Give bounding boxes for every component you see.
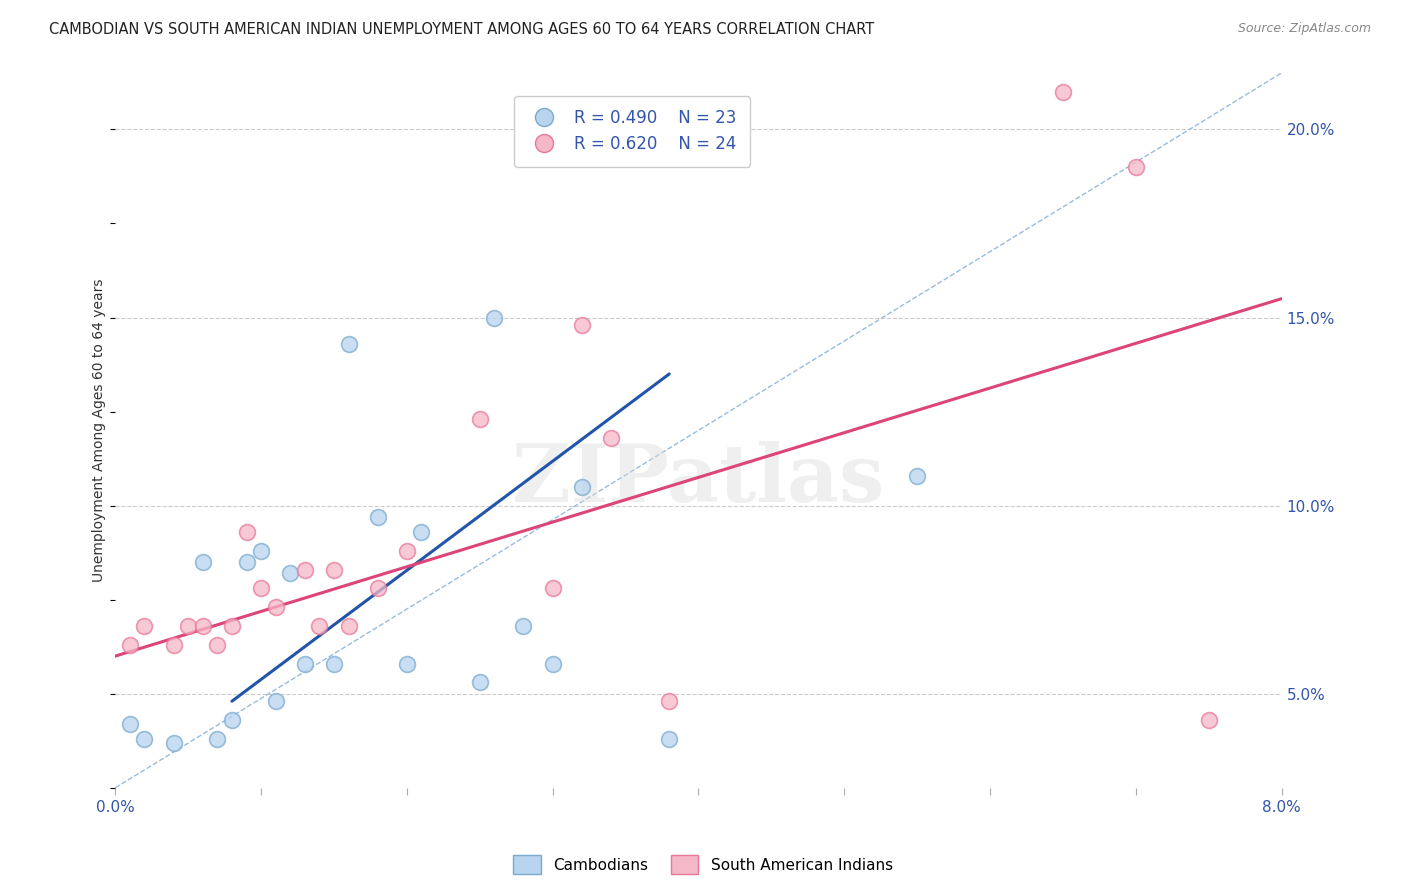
Point (658, 731, 681, 746)
Point (235, 524, 257, 539)
Point (134, 619, 156, 633)
Point (323, 657, 346, 671)
Point (221, 713, 243, 727)
Point (162, 638, 184, 652)
Point (134, 731, 156, 746)
Point (264, 694, 287, 708)
Point (484, 310, 506, 325)
Point (191, 555, 214, 569)
Legend: Cambodians, South American Indians: Cambodians, South American Indians (508, 849, 898, 880)
Point (541, 657, 564, 671)
Legend: R = 0.490    N = 23, R = 0.620    N = 24: R = 0.490 N = 23, R = 0.620 N = 24 (515, 95, 749, 167)
Point (1125, 160, 1147, 174)
Point (541, 582, 564, 596)
Text: CAMBODIAN VS SOUTH AMERICAN INDIAN UNEMPLOYMENT AMONG AGES 60 TO 64 YEARS CORREL: CAMBODIAN VS SOUTH AMERICAN INDIAN UNEMP… (49, 22, 875, 37)
Point (250, 582, 273, 596)
Point (278, 566, 301, 581)
Text: Source: ZipAtlas.com: Source: ZipAtlas.com (1237, 22, 1371, 36)
Point (337, 336, 360, 351)
Point (323, 563, 346, 577)
Point (395, 543, 418, 558)
Point (571, 480, 593, 494)
Point (207, 638, 229, 652)
Point (191, 619, 214, 633)
Point (250, 543, 273, 558)
Point (337, 619, 360, 633)
Point (294, 657, 316, 671)
Point (177, 619, 200, 633)
Y-axis label: Unemployment Among Ages 60 to 64 years: Unemployment Among Ages 60 to 64 years (93, 278, 107, 582)
Point (468, 675, 491, 690)
Point (162, 736, 184, 750)
Point (1052, 85, 1074, 99)
Point (658, 694, 681, 708)
Text: ZIPatlas: ZIPatlas (512, 442, 884, 519)
Point (264, 600, 287, 615)
Point (367, 582, 389, 596)
Point (118, 716, 141, 731)
Point (308, 619, 330, 633)
Point (468, 412, 491, 426)
Point (235, 555, 257, 569)
Point (571, 318, 593, 332)
Point (367, 509, 389, 524)
Point (1198, 713, 1220, 727)
Point (221, 619, 243, 633)
Point (118, 638, 141, 652)
Point (294, 563, 316, 577)
Point (512, 619, 534, 633)
Point (600, 431, 623, 445)
Point (905, 468, 928, 483)
Point (207, 731, 229, 746)
Point (411, 524, 433, 539)
Point (395, 657, 418, 671)
